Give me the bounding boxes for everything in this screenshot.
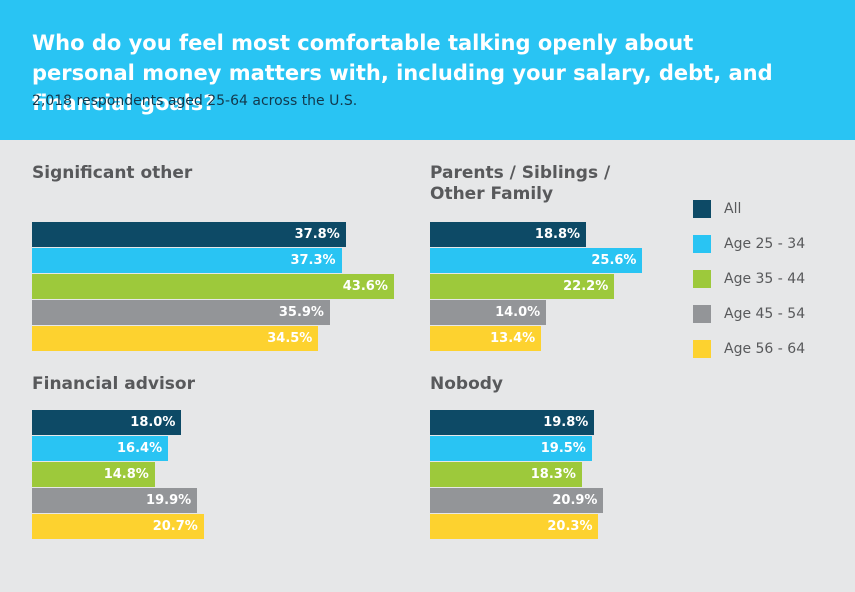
bar: 34.5% bbox=[32, 326, 319, 351]
value-label: 19.9% bbox=[146, 493, 192, 508]
value-label: 20.3% bbox=[547, 519, 593, 534]
value-label: 13.4% bbox=[490, 331, 536, 346]
panel-title: Financial advisor bbox=[32, 374, 195, 394]
bar: 20.7% bbox=[32, 514, 204, 539]
value-label: 18.8% bbox=[534, 227, 581, 242]
value-label: 20.9% bbox=[552, 493, 598, 508]
bar: 37.3% bbox=[32, 248, 342, 273]
legend-label: Age 45 - 54 bbox=[724, 306, 806, 322]
value-label: 22.2% bbox=[563, 279, 609, 294]
panel-title: Nobody bbox=[430, 374, 504, 394]
bar: 19.5% bbox=[430, 436, 592, 461]
value-label: 37.3% bbox=[290, 253, 336, 268]
legend-label: Age 25 - 34 bbox=[724, 236, 806, 252]
chart-subtitle: 2,018 respondents aged 25-64 across the … bbox=[32, 93, 358, 109]
value-label: 25.6% bbox=[591, 253, 637, 268]
panel-title: Significant other bbox=[32, 163, 193, 183]
bar: 14.0% bbox=[430, 300, 547, 325]
bar: 19.9% bbox=[32, 488, 198, 513]
legend-label: Age 56 - 64 bbox=[724, 341, 806, 357]
bar: 18.8% bbox=[430, 222, 587, 247]
value-label: 14.0% bbox=[495, 305, 541, 320]
value-label: 35.9% bbox=[278, 305, 324, 320]
bar: 13.4% bbox=[430, 326, 542, 351]
value-label: 19.5% bbox=[540, 441, 586, 456]
legend-label: All bbox=[724, 201, 742, 217]
header: Who do you feel most comfortable talking… bbox=[0, 0, 855, 140]
bar: 18.0% bbox=[32, 410, 182, 435]
value-label: 18.3% bbox=[530, 467, 576, 482]
bar: 18.3% bbox=[430, 462, 582, 487]
legend-swatch bbox=[693, 340, 711, 358]
bar: 22.2% bbox=[430, 274, 615, 299]
legend-swatch bbox=[693, 305, 711, 323]
legend-swatch bbox=[693, 235, 711, 253]
bar: 20.3% bbox=[430, 514, 599, 539]
panel-title: Parents / Siblings / Other Family bbox=[430, 163, 611, 204]
bar: 20.9% bbox=[430, 488, 604, 513]
value-label: 37.8% bbox=[294, 227, 340, 242]
bar: 16.4% bbox=[32, 436, 169, 461]
bar: 37.8% bbox=[32, 222, 346, 247]
bar: 35.9% bbox=[32, 300, 330, 325]
bar: 14.8% bbox=[32, 462, 155, 487]
value-label: 19.8% bbox=[543, 415, 589, 430]
bar: 19.8% bbox=[430, 410, 595, 435]
chart-title: Who do you feel most comfortable talking… bbox=[32, 31, 773, 115]
legend-label: Age 35 - 44 bbox=[724, 271, 806, 287]
bar: 43.6% bbox=[32, 274, 394, 299]
value-label: 43.6% bbox=[342, 279, 388, 294]
value-label: 16.4% bbox=[117, 441, 163, 456]
bar: 25.6% bbox=[430, 248, 643, 273]
value-label: 34.5% bbox=[267, 331, 313, 346]
value-label: 18.0% bbox=[130, 415, 176, 430]
value-label: 14.8% bbox=[103, 467, 149, 482]
legend-swatch bbox=[693, 270, 711, 288]
legend-swatch bbox=[693, 200, 711, 218]
value-label: 20.7% bbox=[152, 519, 198, 534]
